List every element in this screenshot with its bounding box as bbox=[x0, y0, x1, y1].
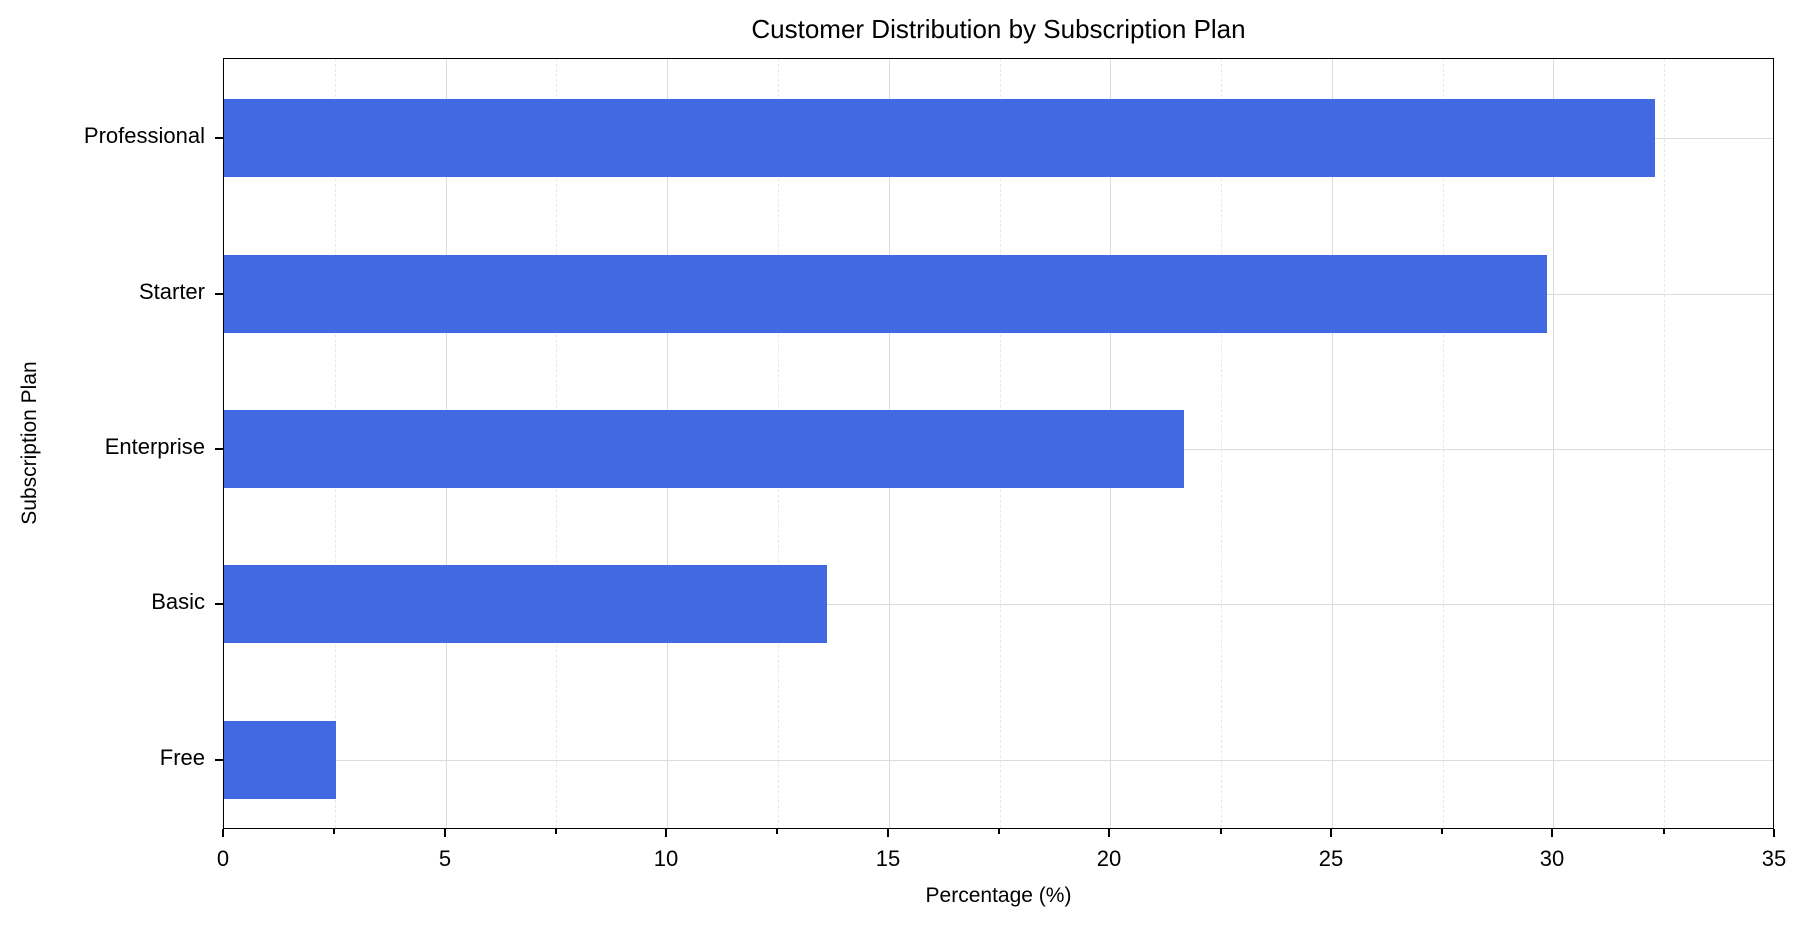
x-minor-tick bbox=[998, 829, 1000, 834]
x-tick bbox=[222, 829, 224, 837]
x-tick bbox=[1773, 829, 1775, 837]
minor-grid-line bbox=[1664, 59, 1666, 828]
x-tick bbox=[887, 829, 889, 837]
x-tick bbox=[444, 829, 446, 837]
y-tick bbox=[215, 448, 223, 450]
plot-area bbox=[223, 58, 1774, 829]
x-tick-label: 35 bbox=[1761, 846, 1787, 871]
x-tick-label: 20 bbox=[1096, 846, 1122, 871]
x-tick-label: 5 bbox=[438, 846, 452, 871]
y-tick-label: Free bbox=[159, 745, 205, 770]
x-tick-label: 15 bbox=[875, 846, 901, 871]
x-minor-tick bbox=[1441, 829, 1443, 834]
minor-grid-line bbox=[1442, 59, 1444, 828]
x-tick-label: 30 bbox=[1539, 846, 1565, 871]
bar-starter bbox=[224, 255, 1547, 333]
y-tick bbox=[215, 759, 223, 761]
y-axis-title: Subscription Plan bbox=[18, 361, 41, 525]
chart-title: Customer Distribution by Subscription Pl… bbox=[751, 14, 1246, 44]
x-tick-label: 10 bbox=[653, 846, 679, 871]
y-tick bbox=[215, 603, 223, 605]
x-minor-tick bbox=[555, 829, 557, 834]
bar-free bbox=[224, 721, 336, 799]
x-minor-tick bbox=[333, 829, 335, 834]
y-tick-label: Starter bbox=[138, 279, 205, 304]
bar-basic bbox=[224, 565, 827, 643]
grid-line bbox=[224, 760, 1773, 761]
x-minor-tick bbox=[1663, 829, 1665, 834]
x-tick bbox=[665, 829, 667, 837]
y-tick-label: Basic bbox=[151, 589, 205, 614]
grid-line bbox=[1553, 59, 1555, 828]
y-tick bbox=[215, 137, 223, 139]
x-minor-tick bbox=[1220, 829, 1222, 834]
y-tick-label: Enterprise bbox=[104, 434, 205, 459]
x-axis-title: Percentage (%) bbox=[925, 884, 1072, 907]
grid-line bbox=[1331, 59, 1333, 828]
bar-professional bbox=[224, 99, 1655, 177]
x-minor-tick bbox=[776, 829, 778, 834]
bar-enterprise bbox=[224, 410, 1184, 488]
x-tick bbox=[1551, 829, 1553, 837]
grid-line bbox=[224, 604, 1773, 605]
minor-grid-line bbox=[1221, 59, 1223, 828]
y-tick bbox=[215, 293, 223, 295]
x-tick bbox=[1108, 829, 1110, 837]
y-tick-label: Professional bbox=[83, 123, 205, 148]
x-tick-label: 0 bbox=[216, 846, 230, 871]
x-tick-label: 25 bbox=[1318, 846, 1344, 871]
x-tick bbox=[1330, 829, 1332, 837]
